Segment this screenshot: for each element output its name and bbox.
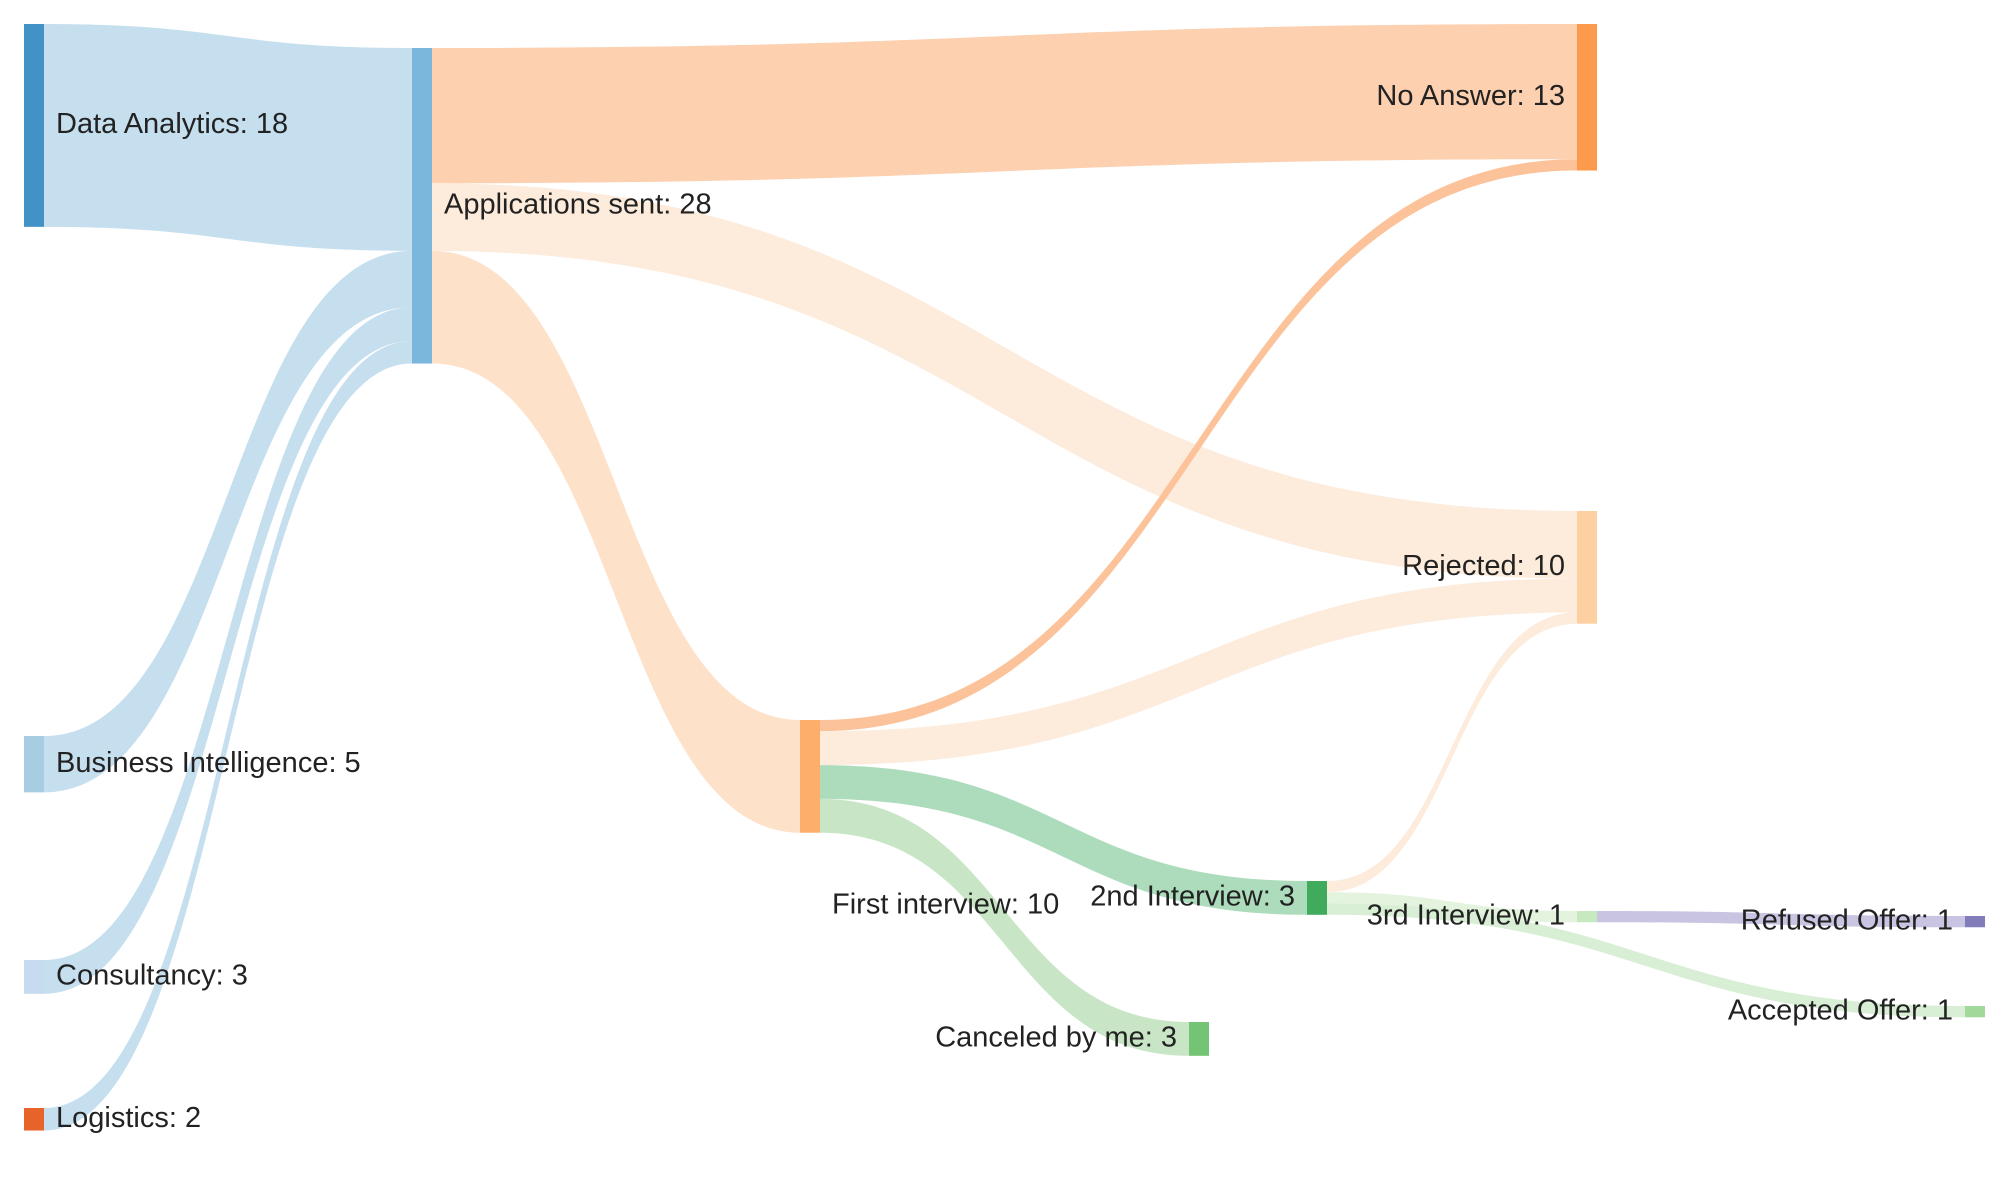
sankey-links [44,24,1965,1131]
label-applications-sent: Applications sent: 28 [444,188,712,220]
node-first-interview [800,720,820,833]
node-rejected [1577,511,1597,624]
label-consultancy: Consultancy: 3 [56,960,248,992]
link-logistics-to-applications-sent [44,341,412,1131]
label-first-interview: First interview: 10 [832,889,1059,921]
sankey-labels: Data Analytics: 18 Business Intelligence:… [56,80,1953,1134]
label-refused-offer: Refused Offer: 1 [1741,904,1953,936]
link-second-interview-to-rejected [1327,612,1577,893]
link-data-analytics-to-applications-sent [44,24,412,251]
node-third-interview [1577,911,1597,923]
label-accepted-offer: Accepted Offer: 1 [1728,994,1953,1026]
node-accepted-offer [1965,1006,1985,1018]
node-logistics [24,1108,44,1131]
label-rejected: Rejected: 10 [1402,550,1565,582]
label-logistics: Logistics: 2 [56,1102,201,1134]
link-first-interview-to-canceled-by-me [820,798,1189,1056]
node-refused-offer [1965,916,1985,928]
link-first-interview-to-rejected [820,578,1577,766]
sankey-nodes [24,24,1985,1131]
node-business-intelligence [24,736,44,793]
link-applications-sent-to-rejected [432,183,1577,579]
node-data-analytics [24,24,44,227]
node-consultancy [24,960,44,994]
label-second-interview: 2nd Interview: 3 [1090,881,1295,913]
link-second-interview-to-accepted-offer [1327,903,1965,1018]
link-consultancy-to-applications-sent [44,307,412,994]
node-canceled-by-me [1189,1022,1209,1056]
link-third-interview-to-refused-offer [1597,911,1965,928]
label-third-interview: 3rd Interview: 1 [1367,899,1565,931]
link-first-interview-to-second-interview [820,765,1307,915]
label-business-intelligence: Business Intelligence: 5 [56,747,361,779]
label-data-analytics: Data Analytics: 18 [56,108,288,140]
node-no-answer [1577,24,1597,171]
label-canceled-by-me: Canceled by me: 3 [935,1022,1177,1054]
link-business-intelligence-to-applications-sent [44,250,412,793]
link-first-interview-to-no-answer [820,159,1577,732]
link-applications-sent-to-first-interview [432,250,800,833]
label-no-answer: No Answer: 13 [1376,80,1565,112]
node-applications-sent [412,48,432,364]
link-second-interview-to-third-interview [1327,892,1577,923]
link-applications-sent-to-no-answer [432,24,1577,184]
node-second-interview [1307,881,1327,915]
